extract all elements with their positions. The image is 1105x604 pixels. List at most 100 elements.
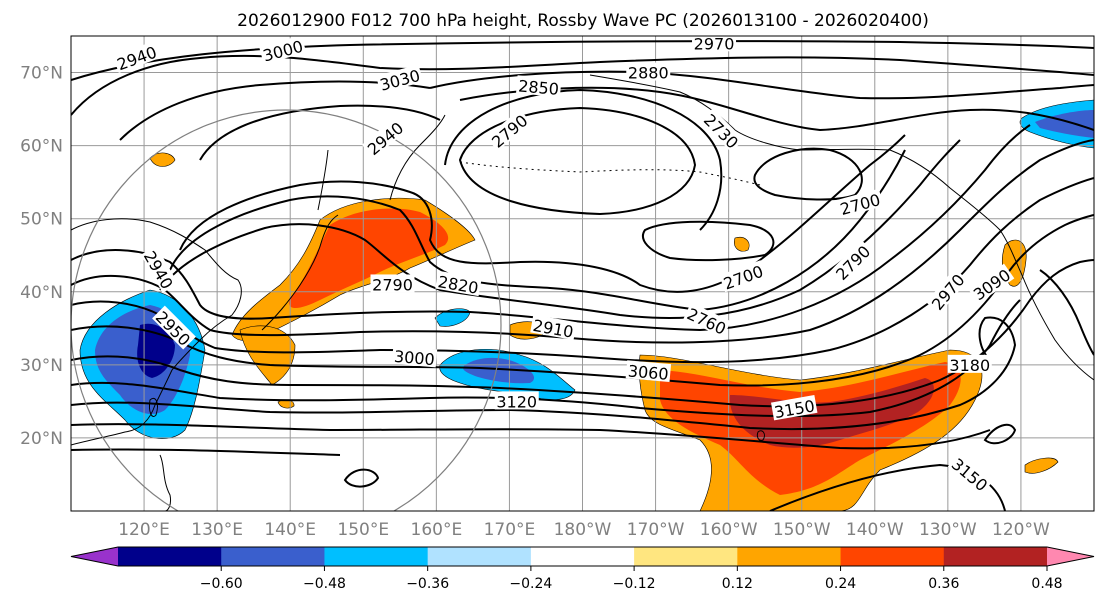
height-contour [444,88,723,231]
contour-label-text: 2790 [372,275,413,294]
contour-label-text: 2970 [694,34,735,53]
coastline-aleutians [459,161,761,186]
height-contour [179,134,906,293]
contour-label-background [112,41,161,73]
longitude-label: 150°E [337,520,389,540]
positive-anomaly-region [729,378,934,448]
contour-label: 2850 [516,75,562,99]
colorbar-segment [840,547,945,566]
height-contour [199,104,441,161]
contour-label-background [926,268,969,314]
colorbar-extend-high [1047,547,1094,566]
contour-label-background [370,274,415,293]
contour-label-text: 2850 [518,76,560,98]
colorbar-segment [634,547,738,566]
coastline-kamchatka [389,114,446,201]
longitude-label: 130°E [191,520,243,540]
contour-label-background [486,109,532,152]
longitude-label: 170°E [484,520,536,540]
colorbar-extend-low [71,547,118,566]
longitude-label: 140°W [846,520,904,540]
height-contour [71,40,1094,81]
contour-label-background [830,239,875,284]
height-contour [71,124,1031,332]
contour-label-background [683,302,731,338]
contour-label-text: 3120 [496,392,537,411]
colorbar-segment [530,547,635,566]
highlight-circle [71,109,502,511]
colorbar: −0.60 −0.48 −0.36 −0.24 −0.12 0.12 0.24 0.36 0.4… [70,546,1095,592]
contour-label-background [259,36,307,65]
height-contour [983,423,1017,445]
colorbar-tick-label: 0.24 [825,576,856,592]
latitude-label: 20°N [20,429,63,449]
height-contour [71,214,1094,387]
colorbar-segment [221,547,325,566]
contour-label-background [692,36,737,52]
colorbar-tick-label: −0.12 [613,576,656,592]
height-contour [169,149,906,312]
longitude-label: 120°W [992,520,1050,540]
height-contour [1039,269,1094,356]
positive-anomaly-region [149,152,176,167]
colorbar-outline [70,546,1095,567]
coastline-hawaii [756,430,765,441]
contour-label-text: 3180 [949,356,990,375]
contour-label-background [375,64,424,94]
colorbar-segment [118,547,222,566]
contour-label-background [140,245,179,293]
colorbar-segment [427,547,532,566]
contour-label: 3000 [391,345,438,369]
map-frame [70,35,1095,512]
colorbar-tick-label: 0.36 [928,576,959,592]
latitude-label: 30°N [20,356,63,376]
height-contour [71,54,1094,116]
longitude-label: 150°W [773,520,831,540]
contour-label: 3180 [947,354,992,375]
longitude-label: 160°W [700,520,758,540]
coastline-taiwan [149,397,158,417]
contour-label-background [152,305,196,350]
contour-label-background [361,116,408,159]
latitude-label: 40°N [20,283,63,303]
contour-label-background [625,360,672,383]
coastline-alaska [589,74,1094,381]
longitude-label: 180°W [554,520,612,540]
longitude-label: 130°W [919,520,977,540]
contour-label: 2970 [692,34,737,53]
height-contour [71,423,991,450]
positive-anomaly-region [734,237,750,252]
height-contour [71,299,1021,418]
contour-label: 2880 [626,62,671,83]
coastline-asia [71,218,242,446]
positive-anomaly-region [289,208,449,308]
coastline-philippines [159,454,171,511]
height-contour [71,316,1017,431]
positive-anomaly-region [1024,457,1059,474]
coastline-japan [261,214,339,331]
colorbar-tick-label: −0.36 [406,576,449,592]
contour-label-background [435,270,482,297]
height-contour [753,147,863,201]
colorbar-tick-label: 0.12 [722,576,753,592]
contour-label-background [494,391,539,410]
longitude-label: 140°E [264,520,316,540]
figure-title: 2026012900 F012 700 hPa height, Rossby W… [237,11,929,31]
colorbar-tick-label: −0.60 [200,576,243,592]
positive-anomaly-region [239,325,296,386]
longitude-label: 160°E [411,520,463,540]
contour-label: 3060 [625,360,672,384]
negative-anomaly-region [1035,110,1094,138]
longitude-labels: 120°E 130°E 140°E 150°E 160°E 170°E 180°W 170°W… [118,520,1050,540]
longitude-label: 170°W [627,520,685,540]
colorbar-tick-label: 0.48 [1031,576,1062,592]
contour-label-background [967,263,1015,304]
contour-label-background [836,188,884,218]
contour-label-background [626,62,671,81]
colorbar-segment [943,547,1048,566]
contour-label-background [947,354,992,373]
contour-label-background [516,75,562,98]
colorbar-segment [324,547,429,566]
height-contour [459,86,1094,132]
